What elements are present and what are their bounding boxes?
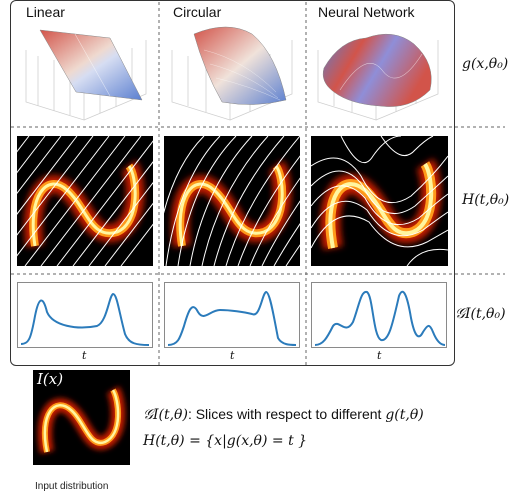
contour-lines (311, 136, 448, 266)
axis-label-t-linear: t (82, 349, 87, 362)
legend-slice-definition: 𝒢I(t,θ): Slices with respect to differen… (143, 406, 424, 423)
contour-heatmap-circular (164, 136, 300, 266)
input-image-label: I(x) (37, 370, 64, 388)
slice-plot-neural-network (311, 282, 447, 348)
column-title-circular: Circular (173, 4, 222, 20)
legend-contour-definition: H(t,θ) = {x|g(x,θ) = t } (143, 433, 308, 449)
row-label-surface: g(x,θ₀) (462, 56, 509, 72)
axis-label-t-circular: t (230, 349, 235, 362)
column-title-neural-network: Neural Network (318, 4, 415, 20)
contour-heatmap-linear (17, 136, 153, 266)
figure-frame (10, 0, 455, 366)
linear-surface (39, 29, 143, 101)
slice-curve (20, 292, 150, 346)
legend-slice-text: : Slices with respect to different (187, 406, 386, 422)
legend-slice-symbol: 𝒢I(t,θ) (143, 407, 188, 423)
row-label-contour: H(t,θ₀) (462, 192, 510, 208)
slice-plot-circular (164, 282, 300, 348)
slice-curve (167, 290, 297, 346)
input-distribution-image (33, 370, 130, 465)
surface-plot-circular (171, 26, 293, 121)
surface-plot-neural-network (317, 33, 439, 121)
legend-slice-function: g(t,θ) (385, 407, 424, 423)
circular-surface (193, 26, 287, 105)
neural-network-surface (322, 33, 432, 107)
axis-label-t-neural-network: t (377, 349, 382, 362)
slice-curve (314, 290, 446, 346)
surface-plot-linear (25, 29, 147, 121)
slice-plot-linear (17, 282, 153, 348)
row-label-slice: 𝒢I(t,θ₀) (455, 306, 506, 322)
contour-lines (164, 136, 300, 266)
contour-heatmap-neural-network (311, 136, 448, 266)
contour-lines (17, 136, 153, 266)
column-title-linear: Linear (26, 4, 65, 20)
input-image-caption: Input distribution (35, 481, 109, 492)
